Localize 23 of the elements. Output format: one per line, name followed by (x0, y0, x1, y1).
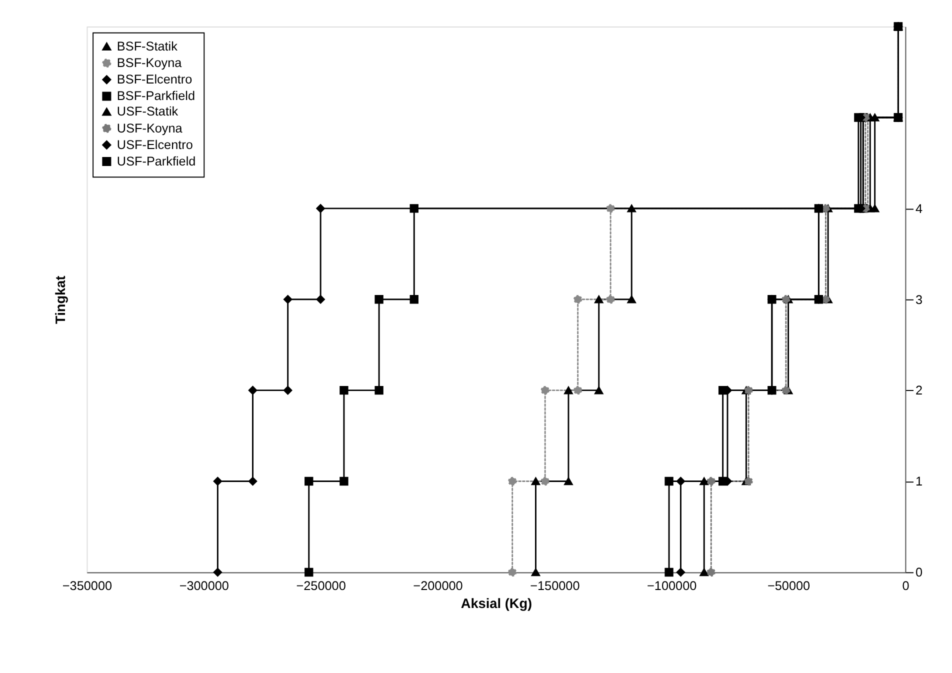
x-tick-label: −100000 (647, 579, 697, 594)
legend-label: USF-Parkfield (116, 154, 196, 168)
legend-label: BSF-Koyna (116, 56, 183, 70)
legend-label: USF-Koyna (116, 121, 184, 136)
x-tick-label: −250000 (296, 579, 346, 594)
legend-label: USF-Elcentro (116, 138, 193, 152)
legend-label: USF-Statik (116, 104, 179, 119)
legend-label: BSF-Elcentro (116, 72, 192, 87)
y-tick-label: 1 (915, 474, 923, 489)
y-tick-label: 4 (915, 202, 923, 216)
y-tick-label: 3 (915, 292, 923, 307)
y-tick-label: 0 (915, 566, 923, 580)
x-tick-label: −300000 (179, 579, 229, 594)
x-axis-title: Aksial (Kg) (460, 596, 532, 611)
x-tick-label: −150000 (530, 579, 580, 594)
legend-label: BSF-Statik (116, 39, 178, 54)
y-tick-label: 2 (915, 384, 923, 398)
y-axis-title: Tingkat (52, 275, 68, 324)
x-tick-label: −50000 (767, 579, 810, 594)
x-tick-label: −350000 (62, 579, 112, 594)
x-tick-label: 0 (902, 579, 910, 594)
legend-label: BSF-Parkfield (116, 89, 196, 104)
x-tick-label: −200000 (413, 579, 463, 594)
